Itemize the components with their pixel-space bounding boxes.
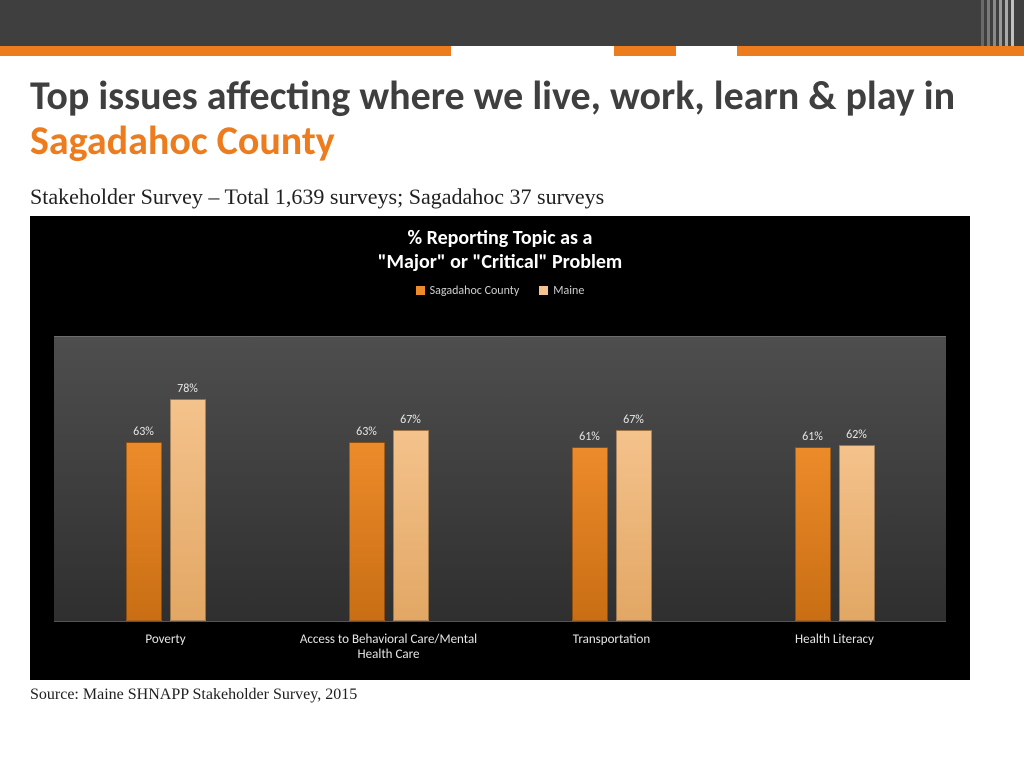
bar-sagadahoc: 63% bbox=[349, 442, 385, 621]
bar-groups: 63%78%63%67%61%67%61%62% bbox=[54, 337, 946, 621]
bar-value-label: 62% bbox=[846, 428, 867, 442]
chart-title-line2: "Major" or "Critical" Problem bbox=[378, 250, 622, 274]
bar-maine: 67% bbox=[393, 430, 429, 620]
rule-notch bbox=[451, 46, 615, 56]
chart-container: % Reporting Topic as a "Major" or "Criti… bbox=[30, 216, 970, 680]
x-axis-label: Poverty bbox=[54, 622, 277, 680]
chart-title: % Reporting Topic as a "Major" or "Criti… bbox=[30, 226, 970, 274]
bar-maine: 78% bbox=[170, 399, 206, 621]
bar-value-label: 63% bbox=[356, 425, 377, 439]
legend-swatch bbox=[416, 286, 425, 295]
legend-label: Maine bbox=[553, 284, 584, 298]
chart-legend: Sagadahoc County Maine bbox=[30, 284, 970, 298]
legend-label: Sagadahoc County bbox=[430, 284, 520, 298]
bar-sagadahoc: 61% bbox=[795, 447, 831, 620]
slide-subhead: Stakeholder Survey – Total 1,639 surveys… bbox=[30, 184, 994, 210]
chart-plot-area: 63%78%63%67%61%67%61%62% bbox=[54, 336, 946, 622]
bar-sagadahoc: 61% bbox=[572, 447, 608, 620]
x-axis-label: Access to Behavioral Care/Mental Health … bbox=[277, 622, 500, 680]
slide-content: Top issues affecting where we live, work… bbox=[0, 56, 1024, 704]
bar-maine: 62% bbox=[839, 445, 875, 621]
x-axis-label: Health Literacy bbox=[723, 622, 946, 680]
bar-sagadahoc: 63% bbox=[126, 442, 162, 621]
legend-swatch bbox=[539, 286, 548, 295]
bar-value-label: 67% bbox=[623, 413, 644, 427]
slide-title: Top issues affecting where we live, work… bbox=[30, 74, 994, 164]
bar-group: 61%62% bbox=[723, 337, 946, 621]
bar-value-label: 78% bbox=[177, 382, 198, 396]
title-accent: Sagadahoc County bbox=[30, 116, 335, 165]
legend-item: Sagadahoc County bbox=[416, 284, 520, 298]
bar-maine: 67% bbox=[616, 430, 652, 620]
bar-value-label: 61% bbox=[579, 430, 600, 444]
bar-value-label: 61% bbox=[802, 430, 823, 444]
header-topbar bbox=[0, 0, 1024, 46]
source-attribution: Source: Maine SHNAPP Stakeholder Survey,… bbox=[30, 686, 994, 704]
header-stripes bbox=[978, 0, 1024, 46]
chart-title-line1: % Reporting Topic as a bbox=[408, 226, 593, 250]
bar-group: 61%67% bbox=[500, 337, 723, 621]
bar-value-label: 63% bbox=[133, 425, 154, 439]
title-plain: Top issues affecting where we live, work… bbox=[30, 71, 955, 120]
header-orange-rule bbox=[0, 46, 1024, 56]
bar-group: 63%67% bbox=[277, 337, 500, 621]
x-axis: PovertyAccess to Behavioral Care/Mental … bbox=[54, 622, 946, 680]
bar-value-label: 67% bbox=[400, 413, 421, 427]
legend-item: Maine bbox=[539, 284, 584, 298]
x-axis-label: Transportation bbox=[500, 622, 723, 680]
bar-group: 63%78% bbox=[54, 337, 277, 621]
rule-notch bbox=[676, 46, 737, 56]
